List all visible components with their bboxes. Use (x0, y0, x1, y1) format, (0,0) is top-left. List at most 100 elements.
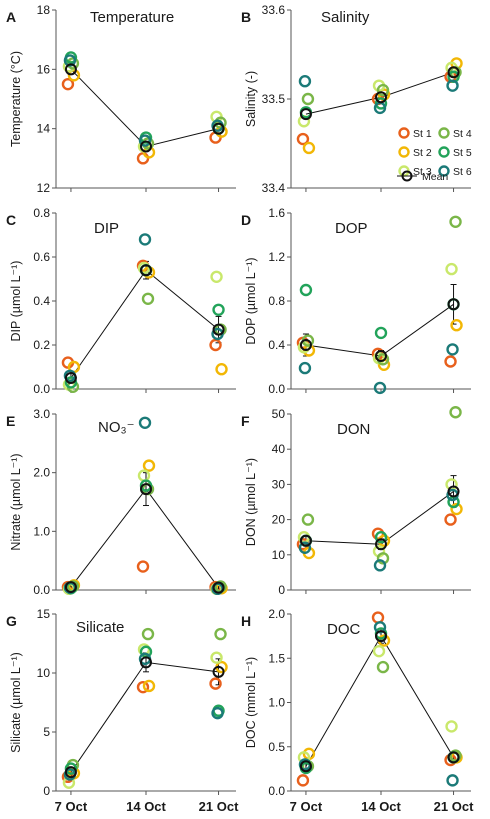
data-point-st-6 (298, 361, 312, 375)
data-point-st-4 (141, 137, 155, 150)
mean-point (140, 483, 152, 496)
chart-panel-h: 0.0 0.5 1.0 1.5 2.0 7 Oct 14 Oct 21 Oct DOC (mmo… (241, 607, 474, 814)
data-point-st-6 (446, 343, 459, 356)
y-tick-label: 0 (43, 784, 50, 798)
y-tick-label: 1.2 (268, 250, 285, 264)
chart-panel-f: 0 10 20 30 40 50 DON (µmol L⁻¹) F DON (241, 406, 471, 597)
mean-point (212, 581, 225, 594)
data-point-st-4 (376, 552, 390, 565)
data-point-st-1 (136, 152, 150, 165)
legend-marker-st-4 (438, 127, 450, 139)
mean-point (212, 323, 225, 336)
y-tick-label: 0.2 (33, 338, 50, 352)
y-tick-label: 0.6 (33, 250, 50, 264)
data-point-st-3 (372, 644, 386, 658)
panel-letter: E (6, 413, 15, 429)
y-tick-label: 18 (37, 3, 51, 17)
data-point-st-5 (64, 762, 78, 775)
data-point-st-4 (449, 215, 462, 229)
y-tick-label: 0.0 (268, 382, 285, 396)
y-tick-label: 33.6 (262, 3, 286, 17)
data-point-st-3 (210, 270, 223, 283)
mean-point (375, 630, 387, 643)
panel-title: NO₃⁻ (98, 419, 135, 436)
x-tick-label: 7 Oct (290, 799, 323, 814)
panel-letter: H (241, 613, 251, 629)
data-point-st-4 (214, 627, 227, 641)
data-point-st-2 (215, 363, 228, 376)
data-point-st-1 (296, 132, 310, 146)
y-tick-label: 33.5 (262, 92, 286, 106)
y-tick-label: 50 (272, 407, 286, 421)
panel-letter: C (6, 212, 16, 228)
legend-marker-st-5 (438, 146, 450, 158)
y-tick-label: 0.8 (33, 206, 50, 220)
data-point-st-6 (373, 559, 387, 572)
y-tick-label: 0 (278, 583, 285, 597)
y-axis-label: DIP (µmol L⁻¹) (9, 261, 23, 342)
y-tick-label: 0.4 (268, 338, 285, 352)
data-point-st-4 (214, 116, 227, 129)
data-point-st-1 (296, 774, 310, 787)
mean-point (212, 122, 225, 135)
panel-letter: B (241, 9, 251, 25)
data-point-st-6 (138, 416, 152, 429)
y-tick-label: 0.4 (33, 294, 50, 308)
mean-point (212, 665, 225, 678)
panel-title: Temperature (90, 9, 174, 26)
chart-panel-d: 0.0 0.4 0.8 1.2 1.6 DOP (µmol L⁻¹) D DOP (241, 206, 471, 396)
mean-line (70, 488, 219, 588)
legend-mean-marker (401, 170, 413, 182)
y-axis-label: Salinity (-) (244, 71, 258, 127)
mean-point (64, 63, 77, 76)
data-point-st-1 (136, 680, 150, 694)
mean-point (375, 350, 387, 362)
y-tick-label: 2.0 (33, 466, 50, 480)
legend-marker-st-2 (398, 146, 410, 158)
mean-point (140, 140, 152, 153)
legend-label: St 2 (413, 147, 432, 159)
data-point-st-6 (298, 74, 312, 88)
panel-letter: A (6, 9, 16, 25)
data-point-st-6 (446, 79, 459, 92)
data-point-st-4 (301, 92, 315, 106)
data-point-st-6 (446, 774, 459, 787)
y-tick-label: 10 (37, 666, 51, 680)
data-point-st-6 (63, 54, 77, 67)
data-point-st-4 (141, 627, 155, 641)
data-point-st-3 (137, 261, 151, 275)
mean-point (299, 760, 312, 773)
mean-point (375, 91, 387, 104)
data-point-st-2 (142, 459, 156, 472)
mean-point (447, 298, 460, 311)
chart-panel-e: 0.0 1.0 2.0 3.0 Nitrate (µmol L⁻¹) E NO₃⁻ (6, 407, 236, 597)
mean-point (140, 656, 152, 669)
panel-title: DON (337, 421, 370, 438)
y-axis-label: DON (µmol L⁻¹) (244, 458, 258, 546)
data-point-st-2 (450, 502, 463, 516)
y-tick-label: 1.5 (268, 651, 285, 665)
mean-point (299, 108, 312, 121)
legend-label: St 6 (453, 166, 472, 178)
x-tick-label: 21 Oct (199, 799, 239, 814)
x-tick-label: 14 Oct (361, 799, 401, 814)
data-point-st-3 (445, 720, 458, 733)
data-point-st-5 (374, 531, 388, 544)
panel-title: Salinity (321, 9, 370, 26)
y-tick-label: 5 (43, 725, 50, 739)
chart-panel-b: 33.4 33.5 33.6 Salinity (-) B Salinity (241, 3, 471, 195)
chart-panel-g: 0 5 10 15 7 Oct 14 Oct 21 Oct Silicate (µmol L⁻… (6, 607, 239, 814)
chart-panel-c: 0.0 0.2 0.4 0.6 0.8 DIP (µmol L⁻¹) C DIP (6, 206, 236, 396)
data-point-st-5 (299, 283, 313, 297)
x-tick-label: 7 Oct (55, 799, 88, 814)
legend-marker-st-1 (398, 127, 410, 139)
y-tick-label: 15 (37, 607, 51, 621)
y-tick-label: 1.6 (268, 206, 285, 220)
y-axis-label: Temperature (°C) (9, 51, 23, 147)
panel-title: DIP (94, 220, 119, 237)
data-point-st-1 (209, 338, 222, 352)
mean-line (305, 71, 454, 115)
y-tick-label: 33.4 (262, 181, 286, 195)
y-tick-label: 10 (272, 548, 286, 562)
y-tick-label: 40 (272, 442, 286, 456)
